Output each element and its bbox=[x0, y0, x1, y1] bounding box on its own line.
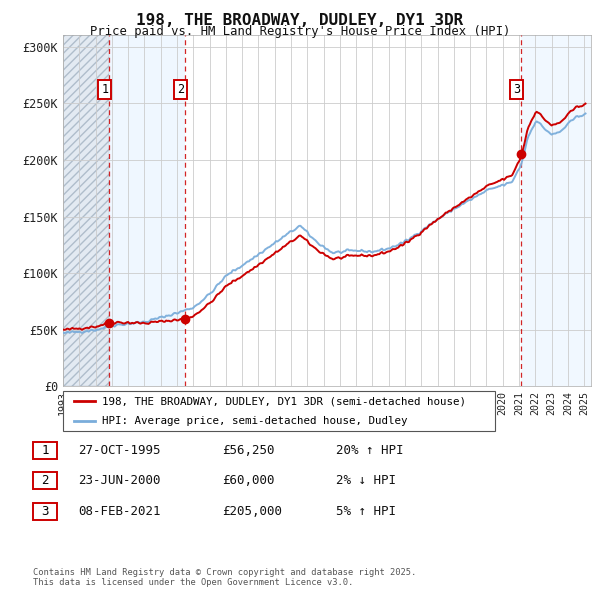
Text: 1: 1 bbox=[41, 444, 49, 457]
Text: 198, THE BROADWAY, DUDLEY, DY1 3DR (semi-detached house): 198, THE BROADWAY, DUDLEY, DY1 3DR (semi… bbox=[102, 396, 466, 407]
Text: 23-JUN-2000: 23-JUN-2000 bbox=[78, 474, 161, 487]
Bar bbox=[63, 35, 109, 386]
Text: 27-OCT-1995: 27-OCT-1995 bbox=[78, 444, 161, 457]
Text: 20% ↑ HPI: 20% ↑ HPI bbox=[336, 444, 404, 457]
FancyBboxPatch shape bbox=[34, 473, 56, 489]
Text: 5% ↑ HPI: 5% ↑ HPI bbox=[336, 505, 396, 518]
Text: 2% ↓ HPI: 2% ↓ HPI bbox=[336, 474, 396, 487]
Text: Price paid vs. HM Land Registry's House Price Index (HPI): Price paid vs. HM Land Registry's House … bbox=[90, 25, 510, 38]
Text: 1: 1 bbox=[101, 83, 109, 96]
Text: 08-FEB-2021: 08-FEB-2021 bbox=[78, 505, 161, 518]
Text: 3: 3 bbox=[41, 505, 49, 518]
FancyBboxPatch shape bbox=[34, 442, 56, 458]
Text: 3: 3 bbox=[513, 83, 520, 96]
Text: 2: 2 bbox=[177, 83, 184, 96]
FancyBboxPatch shape bbox=[34, 503, 56, 520]
Text: £60,000: £60,000 bbox=[222, 474, 275, 487]
Text: £205,000: £205,000 bbox=[222, 505, 282, 518]
Text: Contains HM Land Registry data © Crown copyright and database right 2025.
This d: Contains HM Land Registry data © Crown c… bbox=[33, 568, 416, 587]
Text: 198, THE BROADWAY, DUDLEY, DY1 3DR: 198, THE BROADWAY, DUDLEY, DY1 3DR bbox=[136, 13, 464, 28]
Bar bbox=[63, 35, 109, 386]
Bar bbox=[109, 35, 185, 386]
FancyBboxPatch shape bbox=[63, 391, 495, 431]
Text: 2: 2 bbox=[41, 474, 49, 487]
Text: HPI: Average price, semi-detached house, Dudley: HPI: Average price, semi-detached house,… bbox=[102, 416, 407, 425]
Text: £56,250: £56,250 bbox=[222, 444, 275, 457]
Bar bbox=[521, 35, 600, 386]
